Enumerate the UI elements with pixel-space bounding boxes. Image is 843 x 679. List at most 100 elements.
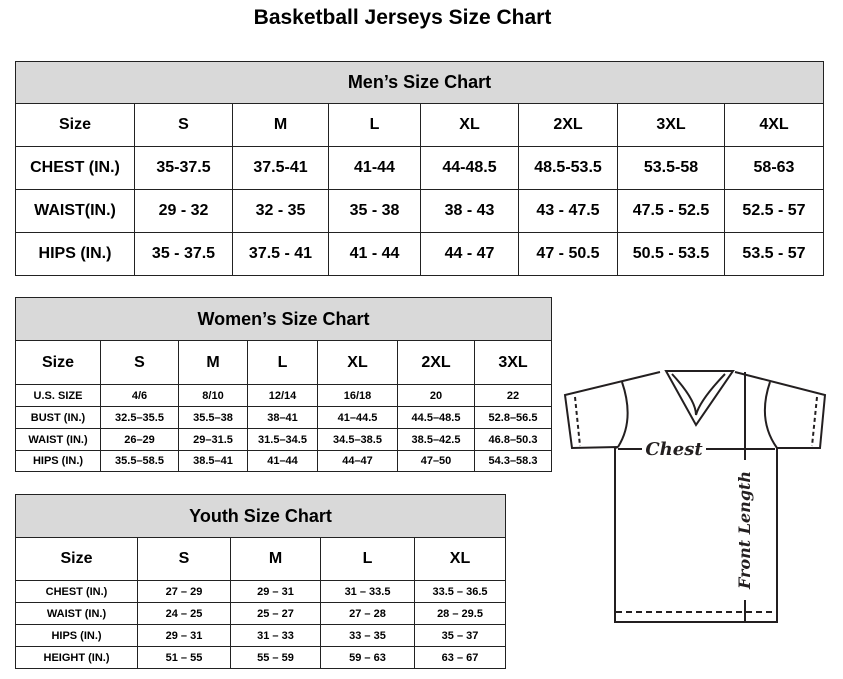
table-row: WAIST (IN.) 26–29 29–31.5 31.5–34.5 34.5–38.…	[15, 428, 553, 451]
table-row: WAIST(IN.) 29 - 32 32 - 35 35 - 38 38 - 43 43…	[15, 189, 824, 233]
row-label: WAIST (IN.)	[15, 428, 101, 451]
row-label: WAIST(IN.)	[15, 189, 135, 233]
table-cell: 35 - 37.5	[134, 232, 233, 276]
table-heading: Women’s Size Chart	[14, 297, 553, 341]
table-cell: L	[247, 340, 318, 385]
table-cell: 4/6	[100, 384, 179, 407]
table-cell: M	[232, 103, 329, 147]
table-cell: S	[100, 340, 179, 385]
table-cell: 28 – 29.5	[413, 602, 507, 625]
table-cell: 2XL	[397, 340, 475, 385]
row-label: CHEST (IN.)	[15, 580, 138, 603]
table-cell: 4XL	[724, 103, 824, 147]
table-cell: 27 – 29	[137, 580, 231, 603]
chest-label: Chest	[645, 439, 703, 460]
table-cell: 47.5 - 52.5	[617, 189, 725, 233]
table-cell: 12/14	[247, 384, 318, 407]
table-cell: 38–41	[247, 406, 318, 429]
table-cell: 3XL	[617, 103, 725, 147]
table-cell: 41-44	[328, 146, 421, 190]
table-cell: 27 – 28	[320, 602, 415, 625]
row-label: U.S. SIZE	[15, 384, 101, 407]
table-cell: 35 – 37	[413, 624, 507, 647]
table-row: HIPS (IN.) 35 - 37.5 37.5 - 41 41 - 44 44 - …	[15, 232, 824, 276]
table-row: U.S. SIZE 4/6 8/10 12/14 16/18 20 22	[15, 384, 553, 407]
table-cell: 2XL	[518, 103, 618, 147]
table-cell: 26–29	[100, 428, 179, 451]
table-cell: 22	[473, 384, 553, 407]
table-cell: 50.5 - 53.5	[617, 232, 725, 276]
row-label: HEIGHT (IN.)	[15, 646, 138, 669]
table-cell: 37.5-41	[232, 146, 329, 190]
table-row: CHEST (IN.) 27 – 29 29 – 31 31 – 33.5 33.5 –…	[15, 580, 507, 603]
table-cell: XL	[413, 537, 507, 581]
table-cell: 55 – 59	[230, 646, 321, 669]
table-cell: 29 – 31	[137, 624, 231, 647]
row-label: CHEST (IN.)	[15, 146, 135, 190]
table-cell: 43 - 47.5	[518, 189, 618, 233]
page-title: Basketball Jerseys Size Chart	[253, 6, 552, 29]
table-cell: 46.8–50.3	[473, 428, 553, 451]
table-cell: 34.5–38.5	[317, 428, 398, 451]
table-cell: S	[134, 103, 233, 147]
table-row: Size S M L XL 2XL 3XL	[15, 340, 553, 385]
table-cell: 54.3–58.3	[473, 450, 553, 472]
row-label: Size	[15, 340, 101, 385]
table-cell: 25 – 27	[230, 602, 321, 625]
table-cell: 53.5-58	[617, 146, 725, 190]
table-cell: 38.5–42.5	[397, 428, 475, 451]
row-label: BUST (IN.)	[15, 406, 101, 429]
table-cell: M	[178, 340, 248, 385]
table-cell: 38.5–41	[178, 450, 248, 472]
row-label: HIPS (IN.)	[15, 232, 135, 276]
row-label: HIPS (IN.)	[15, 450, 101, 472]
table-cell: 44 - 47	[420, 232, 519, 276]
jersey-diagram: Chest Front Length	[563, 370, 827, 623]
table-cell: XL	[317, 340, 398, 385]
row-label: Size	[15, 537, 138, 581]
table-heading: Men’s Size Chart	[15, 61, 824, 104]
row-label: WAIST (IN.)	[15, 602, 138, 625]
table-cell: 53.5 - 57	[724, 232, 824, 276]
table-row: HIPS (IN.) 29 – 31 31 – 33 33 – 35 35 – 37	[15, 624, 507, 647]
table-cell: 24 – 25	[137, 602, 231, 625]
table-cell: XL	[420, 103, 519, 147]
table-cell: L	[328, 103, 421, 147]
table-cell: 63 – 67	[413, 646, 507, 669]
table-cell: 41–44	[247, 450, 318, 472]
table-cell: 29–31.5	[178, 428, 248, 451]
table-row: HEIGHT (IN.) 51 – 55 55 – 59 59 – 63 63 – 67	[15, 646, 507, 669]
table-cell: 41–44.5	[317, 406, 398, 429]
table-cell: 20	[397, 384, 475, 407]
table-cell: 41 - 44	[328, 232, 421, 276]
row-label: HIPS (IN.)	[15, 624, 138, 647]
table-cell: 44.5–48.5	[397, 406, 475, 429]
table-heading: Youth Size Chart	[14, 494, 507, 538]
table-cell: 38 - 43	[420, 189, 519, 233]
table-cell: 33 – 35	[320, 624, 415, 647]
table-cell: 51 – 55	[137, 646, 231, 669]
table-cell: 3XL	[473, 340, 553, 385]
table-cell: 35-37.5	[134, 146, 233, 190]
table-cell: 8/10	[178, 384, 248, 407]
table-cell: 31 – 33.5	[320, 580, 415, 603]
table-cell: 32.5–35.5	[100, 406, 179, 429]
table-cell: 35.5–38	[178, 406, 248, 429]
table-cell: 35 - 38	[328, 189, 421, 233]
womens-size-table: Women’s Size Chart Size S M L XL 2XL 3XL U.S. S…	[14, 297, 553, 472]
table-cell: 31.5–34.5	[247, 428, 318, 451]
table-row: Size S M L XL	[15, 537, 507, 581]
front-length-label: Front Length	[735, 471, 754, 590]
table-cell: 59 – 63	[320, 646, 415, 669]
table-row: BUST (IN.) 32.5–35.5 35.5–38 38–41 41–44.5 44…	[15, 406, 553, 429]
mens-size-table: Men’s Size Chart Size S M L XL 2XL 3XL 4XL CHEST…	[15, 61, 824, 276]
table-cell: 52.8–56.5	[473, 406, 553, 429]
table-cell: 47–50	[397, 450, 475, 472]
table-cell: 47 - 50.5	[518, 232, 618, 276]
table-cell: 37.5 - 41	[232, 232, 329, 276]
table-row: HIPS (IN.) 35.5–58.5 38.5–41 41–44 44–47 47–5…	[15, 450, 553, 472]
table-cell: M	[230, 537, 321, 581]
table-cell: 31 – 33	[230, 624, 321, 647]
table-cell: 16/18	[317, 384, 398, 407]
table-cell: 48.5-53.5	[518, 146, 618, 190]
